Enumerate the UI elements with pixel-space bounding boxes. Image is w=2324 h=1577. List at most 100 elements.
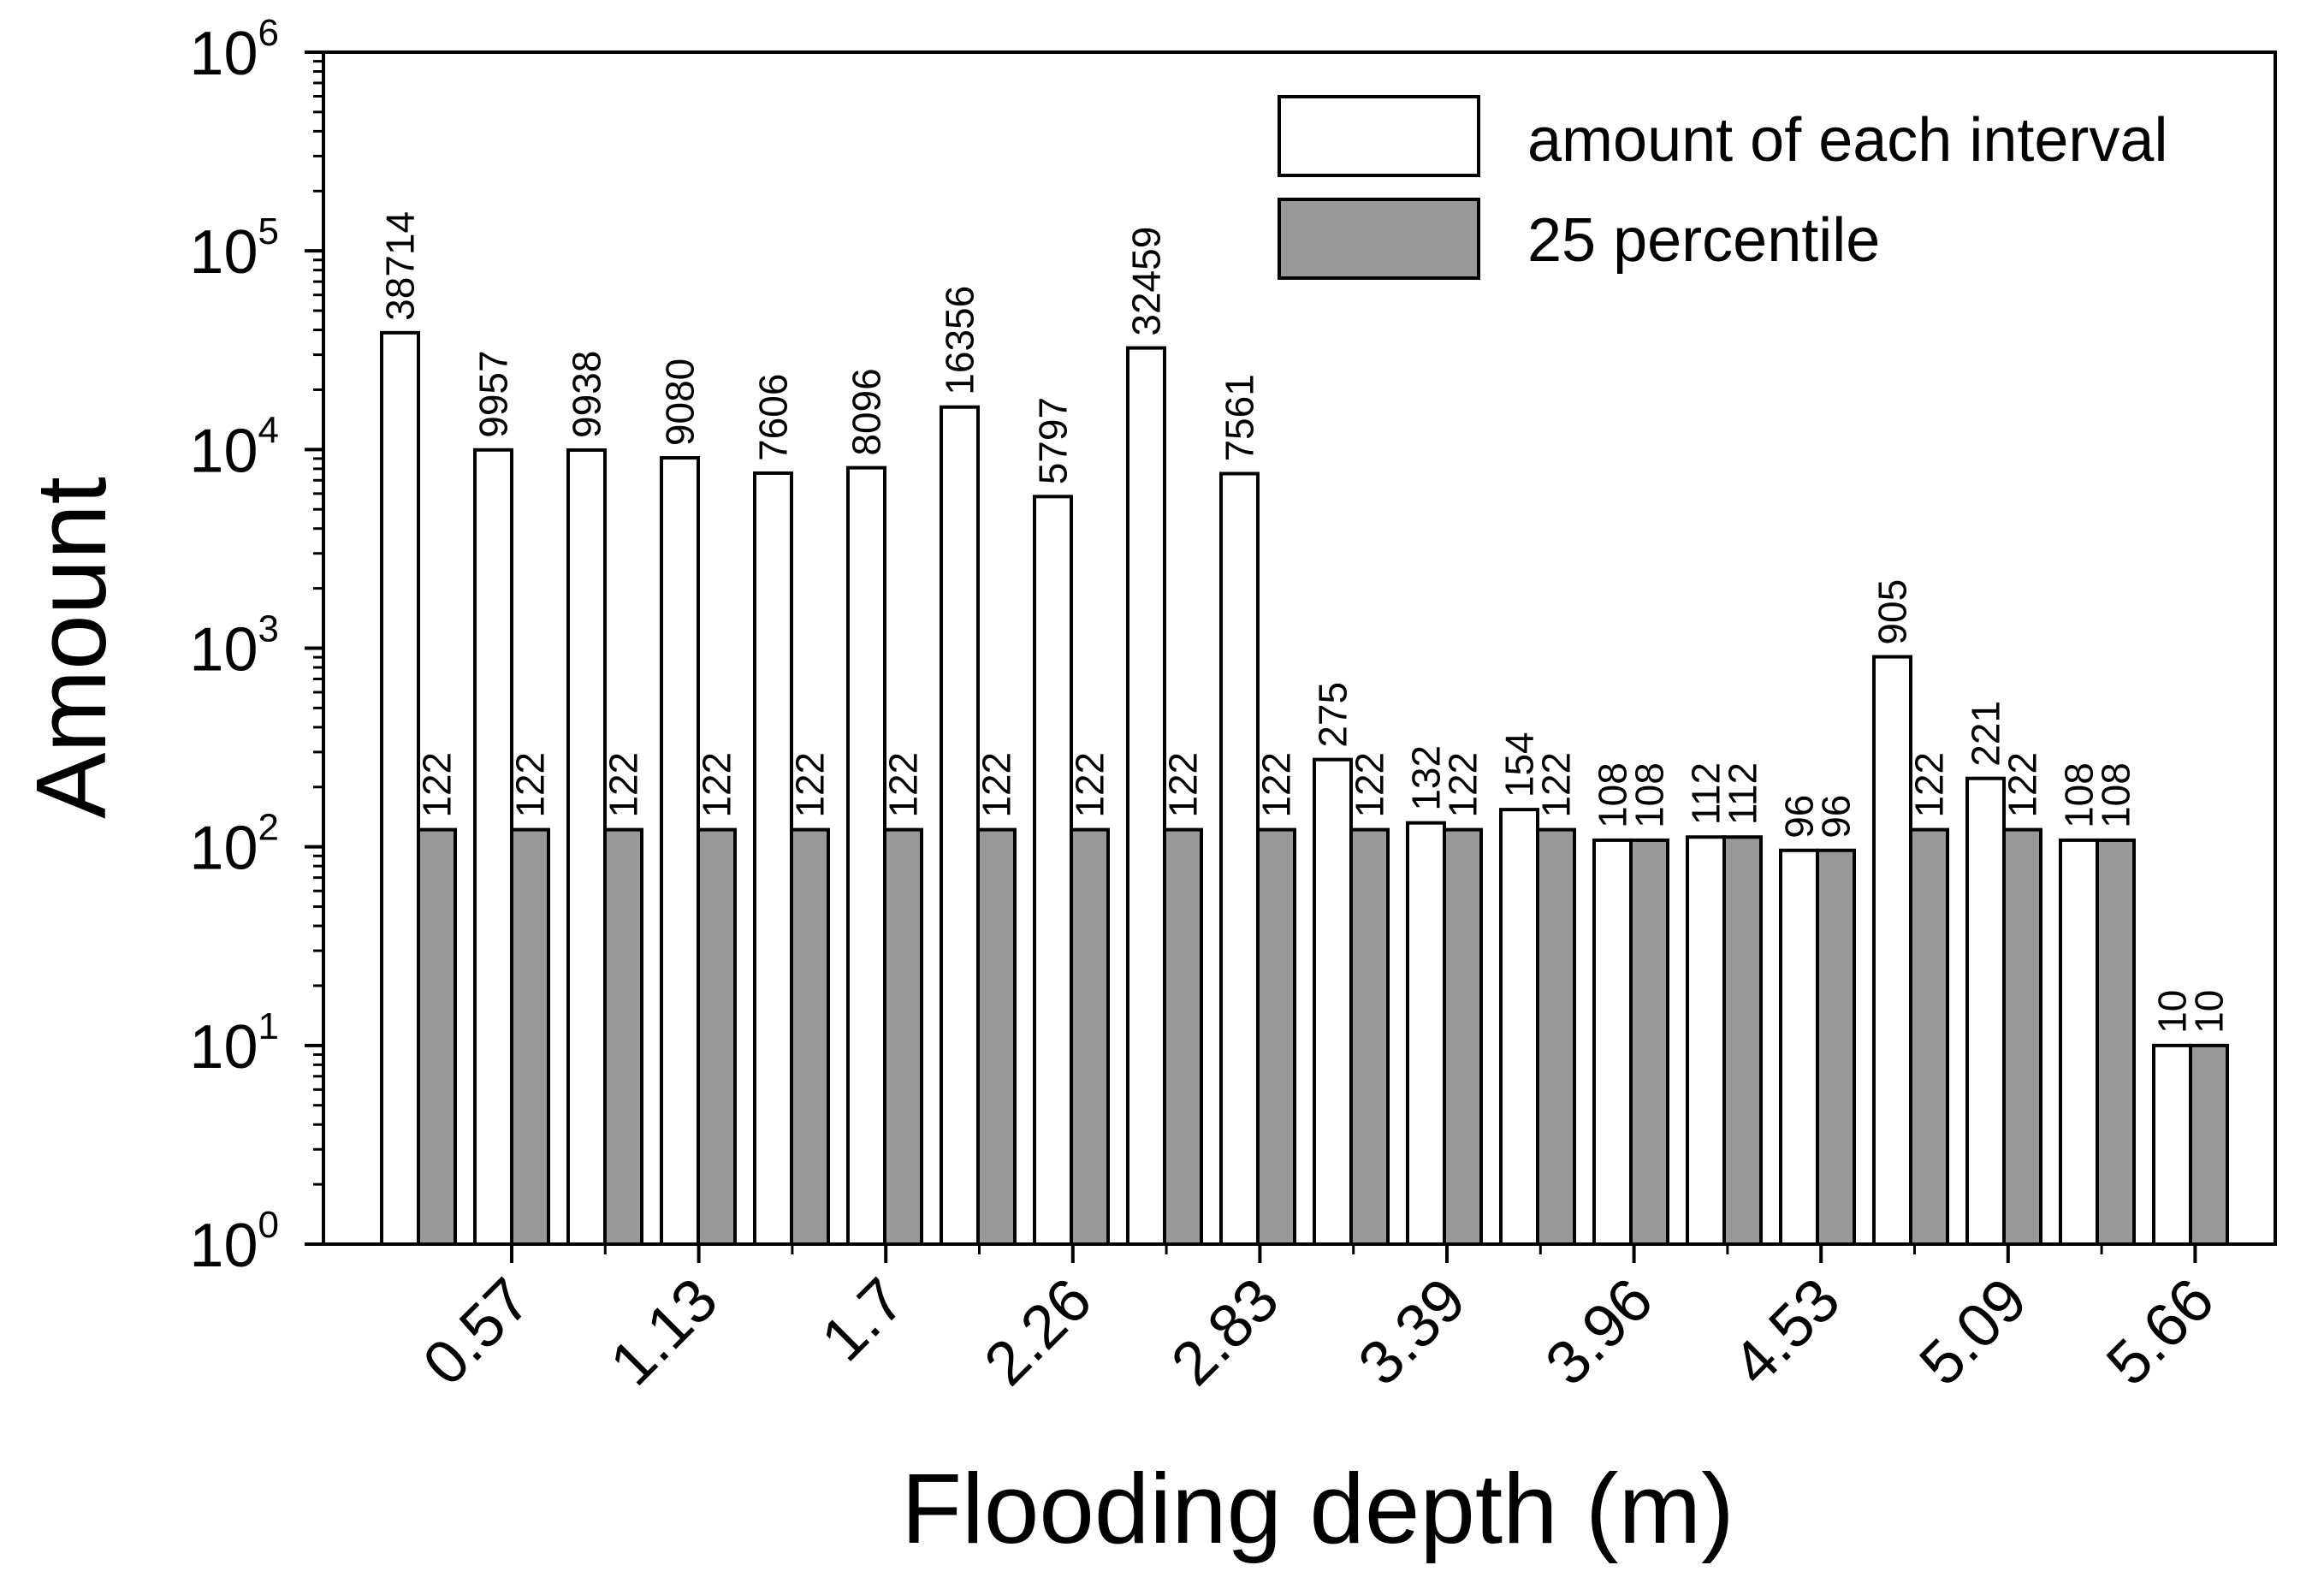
value-label-percentile-1: 122 bbox=[508, 752, 553, 818]
legend-swatch-percentile bbox=[1278, 198, 1480, 280]
bar-percentile-13 bbox=[1629, 838, 1669, 1246]
legend-label-amount: amount of each interval bbox=[1527, 106, 2167, 175]
y-tick-label-6: 106 bbox=[189, 12, 279, 88]
value-labels-group: 38714 122 9957 122 9938 122 9080 122 7606 122 8096… bbox=[378, 211, 2232, 1034]
bar-percentile-17 bbox=[2002, 827, 2042, 1247]
bars-group bbox=[380, 330, 2229, 1247]
x-tick-label-8: 5.09 bbox=[1906, 1266, 2040, 1399]
value-label-percentile-6: 122 bbox=[975, 752, 1019, 818]
value-label-percentile-15: 96 bbox=[1814, 795, 1859, 839]
legend-swatch-amount bbox=[1278, 95, 1480, 177]
value-label-percentile-0: 122 bbox=[415, 752, 459, 818]
value-label-amount-16: 905 bbox=[1870, 579, 1915, 645]
y-axis-title: Amount bbox=[15, 477, 127, 819]
bar-amount-5 bbox=[846, 465, 886, 1246]
value-label-percentile-2: 122 bbox=[602, 752, 646, 818]
bar-amount-10 bbox=[1313, 757, 1353, 1246]
bar-amount-16 bbox=[1872, 655, 1912, 1246]
value-label-amount-11: 132 bbox=[1404, 745, 1449, 811]
bar-percentile-15 bbox=[1816, 848, 1856, 1247]
bar-percentile-5 bbox=[883, 827, 923, 1247]
x-tick-label-2: 1.7 bbox=[809, 1266, 917, 1374]
x-tick-label-6: 3.96 bbox=[1533, 1266, 1666, 1399]
bar-percentile-7 bbox=[1070, 827, 1110, 1247]
legend-label-percentile: 25 percentile bbox=[1527, 206, 1880, 275]
value-label-percentile-10: 122 bbox=[1348, 752, 1392, 818]
bar-amount-0 bbox=[380, 330, 420, 1246]
bar-amount-8 bbox=[1126, 346, 1166, 1246]
value-label-percentile-5: 122 bbox=[881, 752, 926, 818]
bar-percentile-10 bbox=[1349, 827, 1390, 1247]
bar-percentile-0 bbox=[417, 827, 457, 1247]
value-label-amount-19: 10 bbox=[2150, 990, 2195, 1034]
y-tick-label-1: 101 bbox=[189, 1005, 279, 1082]
value-label-amount-8: 32459 bbox=[1124, 227, 1169, 336]
value-label-amount-9: 7561 bbox=[1218, 374, 1262, 461]
bar-amount-6 bbox=[940, 405, 980, 1247]
x-tick-label-7: 4.53 bbox=[1720, 1266, 1853, 1399]
x-tick-label-0: 0.57 bbox=[411, 1266, 544, 1399]
bar-percentile-3 bbox=[697, 827, 737, 1247]
value-label-percentile-7: 122 bbox=[1068, 752, 1112, 818]
bar-percentile-16 bbox=[1909, 827, 1949, 1247]
value-label-percentile-16: 122 bbox=[1907, 752, 1952, 818]
bar-percentile-8 bbox=[1163, 827, 1203, 1247]
value-label-amount-14: 112 bbox=[1684, 762, 1728, 825]
x-axis-ticks: 0.57 1.13 1.7 2.26 2.83 3.39 3.96 4.53 5.09 5.66 bbox=[411, 1244, 2227, 1398]
value-label-percentile-8: 122 bbox=[1161, 752, 1206, 818]
bar-amount-11 bbox=[1406, 821, 1446, 1246]
value-label-amount-1: 9957 bbox=[471, 350, 516, 437]
x-tick-label-3: 2.26 bbox=[971, 1266, 1105, 1399]
bar-percentile-11 bbox=[1443, 827, 1483, 1247]
value-label-percentile-3: 122 bbox=[695, 752, 739, 818]
x-axis-title: Flooding depth (m) bbox=[901, 1453, 1734, 1564]
legend: amount of each interval 25 percentile bbox=[1278, 95, 2167, 280]
bar-amount-18 bbox=[2059, 838, 2099, 1246]
bar-amount-9 bbox=[1219, 471, 1260, 1246]
bar-amount-3 bbox=[660, 456, 700, 1246]
bar-amount-1 bbox=[473, 448, 513, 1246]
y-tick-label-3: 103 bbox=[189, 608, 279, 685]
x-tick-label-1: 1.13 bbox=[597, 1266, 731, 1399]
value-label-amount-15: 96 bbox=[1777, 795, 1822, 839]
y-tick-label-0: 100 bbox=[189, 1204, 279, 1280]
value-label-amount-7: 5797 bbox=[1031, 397, 1076, 484]
bar-amount-19 bbox=[2152, 1043, 2192, 1247]
bar-percentile-9 bbox=[1256, 827, 1296, 1247]
value-label-amount-18: 108 bbox=[2057, 762, 2102, 828]
bar-amount-17 bbox=[1965, 776, 2006, 1246]
bar-amount-12 bbox=[1499, 808, 1539, 1246]
y-tick-label-4: 104 bbox=[189, 409, 279, 485]
bar-percentile-2 bbox=[603, 827, 643, 1247]
value-label-percentile-9: 122 bbox=[1254, 752, 1299, 818]
bar-percentile-14 bbox=[1722, 835, 1763, 1246]
bar-amount-13 bbox=[1592, 838, 1633, 1246]
value-label-percentile-18: 108 bbox=[2094, 762, 2138, 828]
bar-percentile-1 bbox=[510, 827, 550, 1247]
value-label-percentile-11: 122 bbox=[1441, 752, 1485, 818]
bar-amount-15 bbox=[1779, 848, 1819, 1247]
y-axis-ticks: 100 101 102 103 104 105 106 bbox=[189, 12, 323, 1280]
value-label-percentile-12: 122 bbox=[1534, 752, 1579, 818]
bar-percentile-4 bbox=[790, 827, 830, 1247]
bar-amount-2 bbox=[566, 448, 607, 1246]
bar-percentile-6 bbox=[976, 827, 1017, 1247]
bar-percentile-12 bbox=[1536, 827, 1576, 1247]
value-label-amount-0: 38714 bbox=[378, 211, 423, 321]
bar-percentile-18 bbox=[2096, 838, 2136, 1246]
value-label-amount-17: 221 bbox=[1964, 701, 2008, 767]
value-label-amount-12: 154 bbox=[1497, 732, 1542, 797]
bar-amount-14 bbox=[1686, 835, 1726, 1246]
y-tick-label-2: 102 bbox=[189, 807, 279, 883]
x-tick-label-9: 5.66 bbox=[2094, 1266, 2227, 1399]
value-label-percentile-17: 122 bbox=[2001, 752, 2045, 818]
x-tick-label-5: 3.39 bbox=[1346, 1266, 1479, 1399]
value-label-percentile-14: 112 bbox=[1721, 762, 1765, 825]
value-label-amount-6: 16356 bbox=[938, 286, 982, 395]
value-label-amount-3: 9080 bbox=[658, 359, 703, 446]
bar-amount-4 bbox=[753, 471, 793, 1246]
value-label-amount-10: 275 bbox=[1311, 682, 1355, 748]
bar-percentile-19 bbox=[2189, 1043, 2229, 1247]
y-tick-label-5: 105 bbox=[189, 210, 279, 287]
